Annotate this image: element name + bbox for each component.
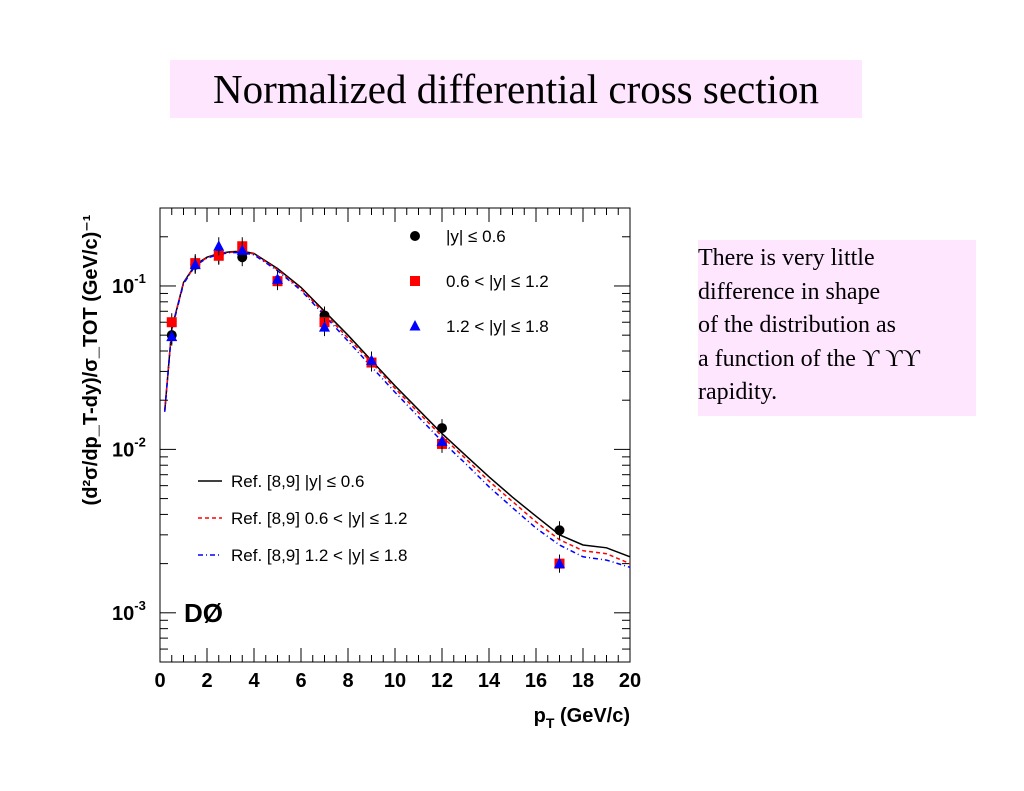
data-point-2 (366, 354, 377, 365)
x-tick-label: 20 (619, 670, 641, 692)
experiment-label: DØ (184, 598, 223, 628)
legend-label-2: 1.2 < |y| ≤ 1.8 (446, 317, 549, 336)
note-line: rapidity. (698, 379, 778, 405)
note-line: difference in shape (698, 278, 881, 305)
x-tick-label: 16 (525, 670, 547, 692)
x-tick-label: 4 (248, 670, 260, 692)
x-tick-label: 18 (572, 670, 594, 692)
note-line: There is very little (698, 245, 875, 271)
data-point-2 (436, 435, 448, 446)
data-point-2 (236, 244, 248, 255)
x-tick-label: 10 (384, 670, 406, 692)
legend-curve-label-1: Ref. [8,9] 0.6 < |y| ≤ 1.2 (231, 509, 407, 528)
legend-marker-0 (410, 231, 420, 241)
x-axis-label: pT (GeV/c) (534, 705, 630, 731)
data-point-2 (272, 273, 283, 284)
annotation-box: There is very little difference in shape… (698, 240, 976, 416)
x-tick-label: 2 (201, 670, 212, 692)
y-axis-label: (d²σ/dp_T-dy)/σ_TOT (GeV/c)⁻¹ (80, 214, 102, 505)
y-tick-label: 10-3 (112, 598, 146, 625)
plot-frame (159, 207, 631, 663)
x-tick-label: 8 (342, 670, 353, 692)
legend-label-0: |y| ≤ 0.6 (446, 227, 506, 246)
legend-label-1: 0.6 < |y| ≤ 1.2 (446, 272, 549, 291)
legend-curve-label-0: Ref. [8,9] |y| ≤ 0.6 (231, 472, 364, 491)
note-line: a function of the ϒ ϒϒ (698, 345, 920, 372)
x-tick-label: 0 (154, 670, 165, 692)
x-tick-label: 6 (295, 670, 306, 692)
data-point-2 (554, 557, 565, 569)
data-point-1 (166, 317, 177, 328)
y-tick-label: 10-2 (112, 434, 146, 461)
data-point-0 (437, 423, 447, 434)
data-point-2 (166, 330, 178, 342)
slide-title: Normalized differential cross section (170, 60, 862, 118)
data-point-2 (213, 240, 225, 251)
data-point-2 (189, 258, 201, 270)
legend-marker-2 (409, 320, 421, 331)
legend-curve-label-2: Ref. [8,9] 1.2 < |y| ≤ 1.8 (231, 546, 407, 565)
y-tick-label: 10-1 (112, 271, 146, 298)
data-point-0 (554, 525, 565, 536)
data-point-1 (213, 250, 224, 261)
data-point-2 (319, 321, 330, 332)
reference-curve-0 (163, 250, 631, 558)
note-line: of the distribution as (698, 312, 896, 338)
legend-marker-1 (410, 276, 420, 286)
x-tick-label: 14 (478, 670, 501, 692)
reference-curve-1 (163, 250, 631, 565)
x-tick-label: 12 (431, 670, 453, 692)
